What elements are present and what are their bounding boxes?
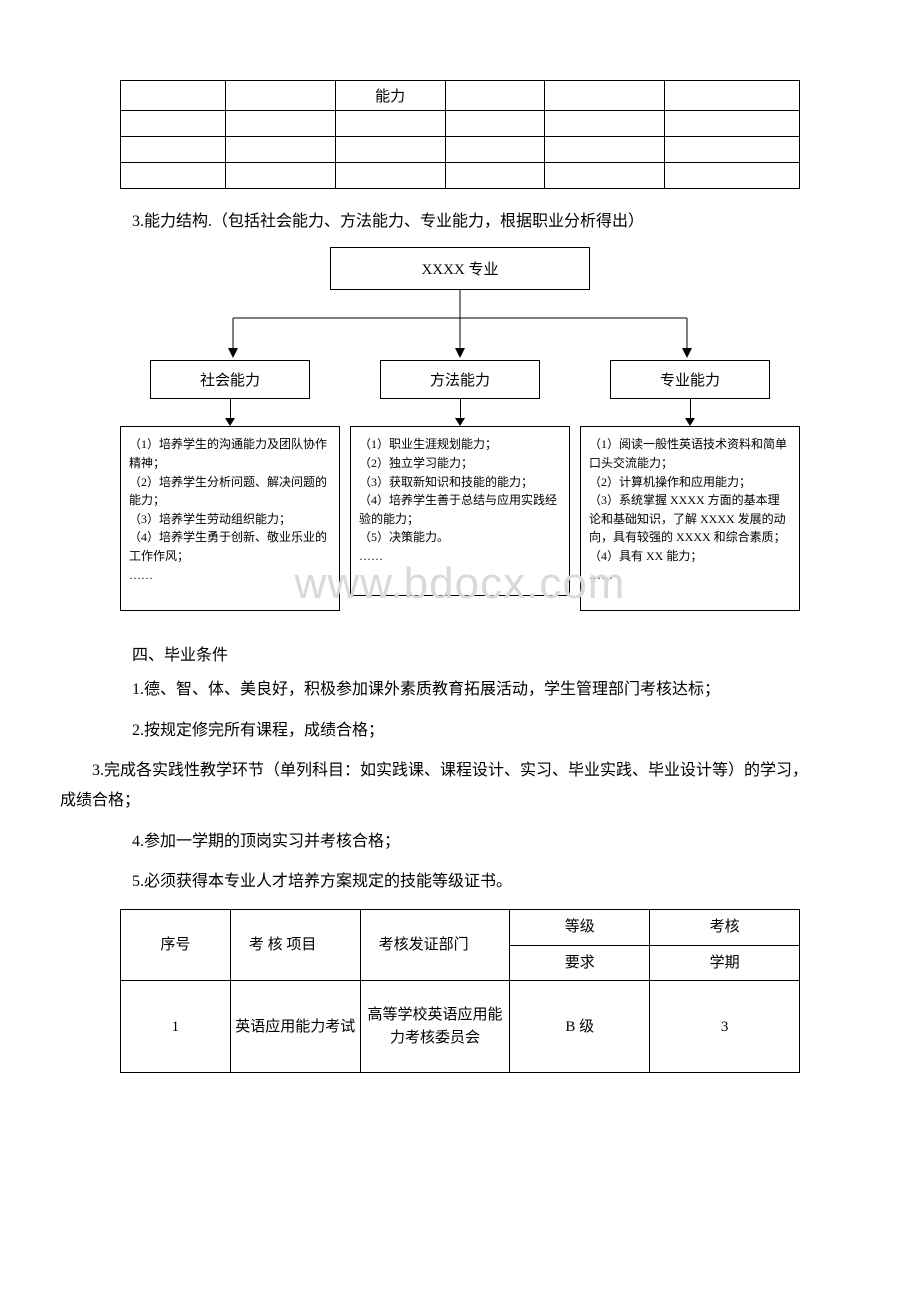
arrow-down-icon xyxy=(685,418,695,426)
branch-body-social: （1）培养学生的沟通能力及团队协作精神； （2）培养学生分析问题、解决问题的能力… xyxy=(120,426,340,611)
cell xyxy=(121,111,226,137)
branch-line: （1）培养学生的沟通能力及团队协作精神； xyxy=(129,435,331,472)
branch-line: （3）系统掌握 XXXX 方面的基本理论和基础知识，了解 XXXX 发展的动向，… xyxy=(589,491,791,547)
cell xyxy=(665,163,800,189)
branch-line: （1）职业生涯规划能力； xyxy=(359,435,561,454)
cert-cell-item: 英语应用能力考试 xyxy=(230,981,360,1073)
cell xyxy=(445,163,545,189)
cell xyxy=(225,111,335,137)
cell xyxy=(121,163,226,189)
cell xyxy=(545,81,665,111)
branch-title-method: 方法能力 xyxy=(380,360,540,399)
diagram-root-box: XXXX 专业 xyxy=(330,247,590,290)
branch-line: （3）培养学生劳动组织能力； xyxy=(129,510,331,529)
grad-item-4: 4.参加一学期的顶岗实习并考核合格； xyxy=(100,827,820,857)
branch-line: （3）获取新知识和技能的能力； xyxy=(359,473,561,492)
cert-cell-seq: 1 xyxy=(121,981,231,1073)
cell: 能力 xyxy=(335,81,445,111)
branch-line: （2）计算机操作和应用能力； xyxy=(589,473,791,492)
cert-cell-term: 3 xyxy=(650,981,800,1073)
branch-line: （2）培养学生分析问题、解决问题的能力； xyxy=(129,473,331,510)
cell xyxy=(665,111,800,137)
branch-line: …… xyxy=(589,566,791,585)
arrow-down-icon xyxy=(225,418,235,426)
branch-line: （4）具有 XX 能力； xyxy=(589,547,791,566)
branch-title-professional: 专业能力 xyxy=(610,360,770,399)
branch-line: （2）独立学习能力； xyxy=(359,454,561,473)
grad-item-2: 2.按规定修完所有课程，成绩合格； xyxy=(100,716,820,746)
branch-body-professional: （1）阅读一般性英语技术资料和简单口头交流能力； （2）计算机操作和应用能力； … xyxy=(580,426,800,611)
cell xyxy=(225,137,335,163)
connector-line xyxy=(460,399,461,419)
connector-line xyxy=(230,399,231,419)
cell xyxy=(121,137,226,163)
branch-body-method: （1）职业生涯规划能力； （2）独立学习能力； （3）获取新知识和技能的能力； … xyxy=(350,426,570,596)
branch-line: …… xyxy=(129,566,331,585)
cert-cell-level: B 级 xyxy=(510,981,650,1073)
cert-header-term-top: 考核 xyxy=(650,910,800,946)
branch-line: （4）培养学生勇于创新、敬业乐业的工作作风； xyxy=(129,528,331,565)
cell xyxy=(545,163,665,189)
top-partial-table: 能力 xyxy=(120,80,800,189)
cell xyxy=(545,111,665,137)
cell xyxy=(545,137,665,163)
cell xyxy=(445,137,545,163)
cert-header-level-bot: 要求 xyxy=(510,945,650,981)
cell xyxy=(335,137,445,163)
branch-line: …… xyxy=(359,547,561,566)
cell xyxy=(335,111,445,137)
cell xyxy=(335,163,445,189)
cell xyxy=(665,81,800,111)
diagram-connector xyxy=(120,290,800,360)
grad-item-5: 5.必须获得本专业人才培养方案规定的技能等级证书。 xyxy=(100,867,820,897)
branch-title-social: 社会能力 xyxy=(150,360,310,399)
cell xyxy=(225,81,335,111)
cert-header-level-top: 等级 xyxy=(510,910,650,946)
cert-cell-dept: 高等学校英语应用能力考核委员会 xyxy=(360,981,510,1073)
cell xyxy=(121,81,226,111)
cert-header-dept: 考核发证部门 xyxy=(360,910,510,981)
cert-header-term-bot: 学期 xyxy=(650,945,800,981)
cell xyxy=(445,111,545,137)
cert-header-seq: 序号 xyxy=(121,910,231,981)
branch-line: （4）培养学生善于总结与应用实践经验的能力； xyxy=(359,491,561,528)
cell xyxy=(665,137,800,163)
section-4-title: 四、毕业条件 xyxy=(100,641,820,665)
branch-line: （5）决策能力。 xyxy=(359,528,561,547)
grad-item-3: 3.完成各实践性教学环节（单列科目：如实践课、课程设计、实习、毕业实践、毕业设计… xyxy=(60,756,820,817)
branch-line: （1）阅读一般性英语技术资料和简单口头交流能力； xyxy=(589,435,791,472)
cell xyxy=(225,163,335,189)
ability-diagram: XXXX 专业 社会能力 （1）培养学生的沟通能力及团队协作精神； （2） xyxy=(120,247,800,611)
connector-line xyxy=(690,399,691,419)
cert-header-item: 考 核 项目 xyxy=(230,910,360,981)
ability-structure-heading: 3.能力结构.（包括社会能力、方法能力、专业能力，根据职业分析得出） xyxy=(100,207,820,237)
arrow-down-icon xyxy=(455,418,465,426)
certificate-table: 序号 考 核 项目 考核发证部门 等级 考核 要求 学期 1 英语应用能力考试 … xyxy=(120,909,800,1073)
grad-item-1: 1.德、智、体、美良好，积极参加课外素质教育拓展活动，学生管理部门考核达标； xyxy=(60,675,820,705)
cell xyxy=(445,81,545,111)
